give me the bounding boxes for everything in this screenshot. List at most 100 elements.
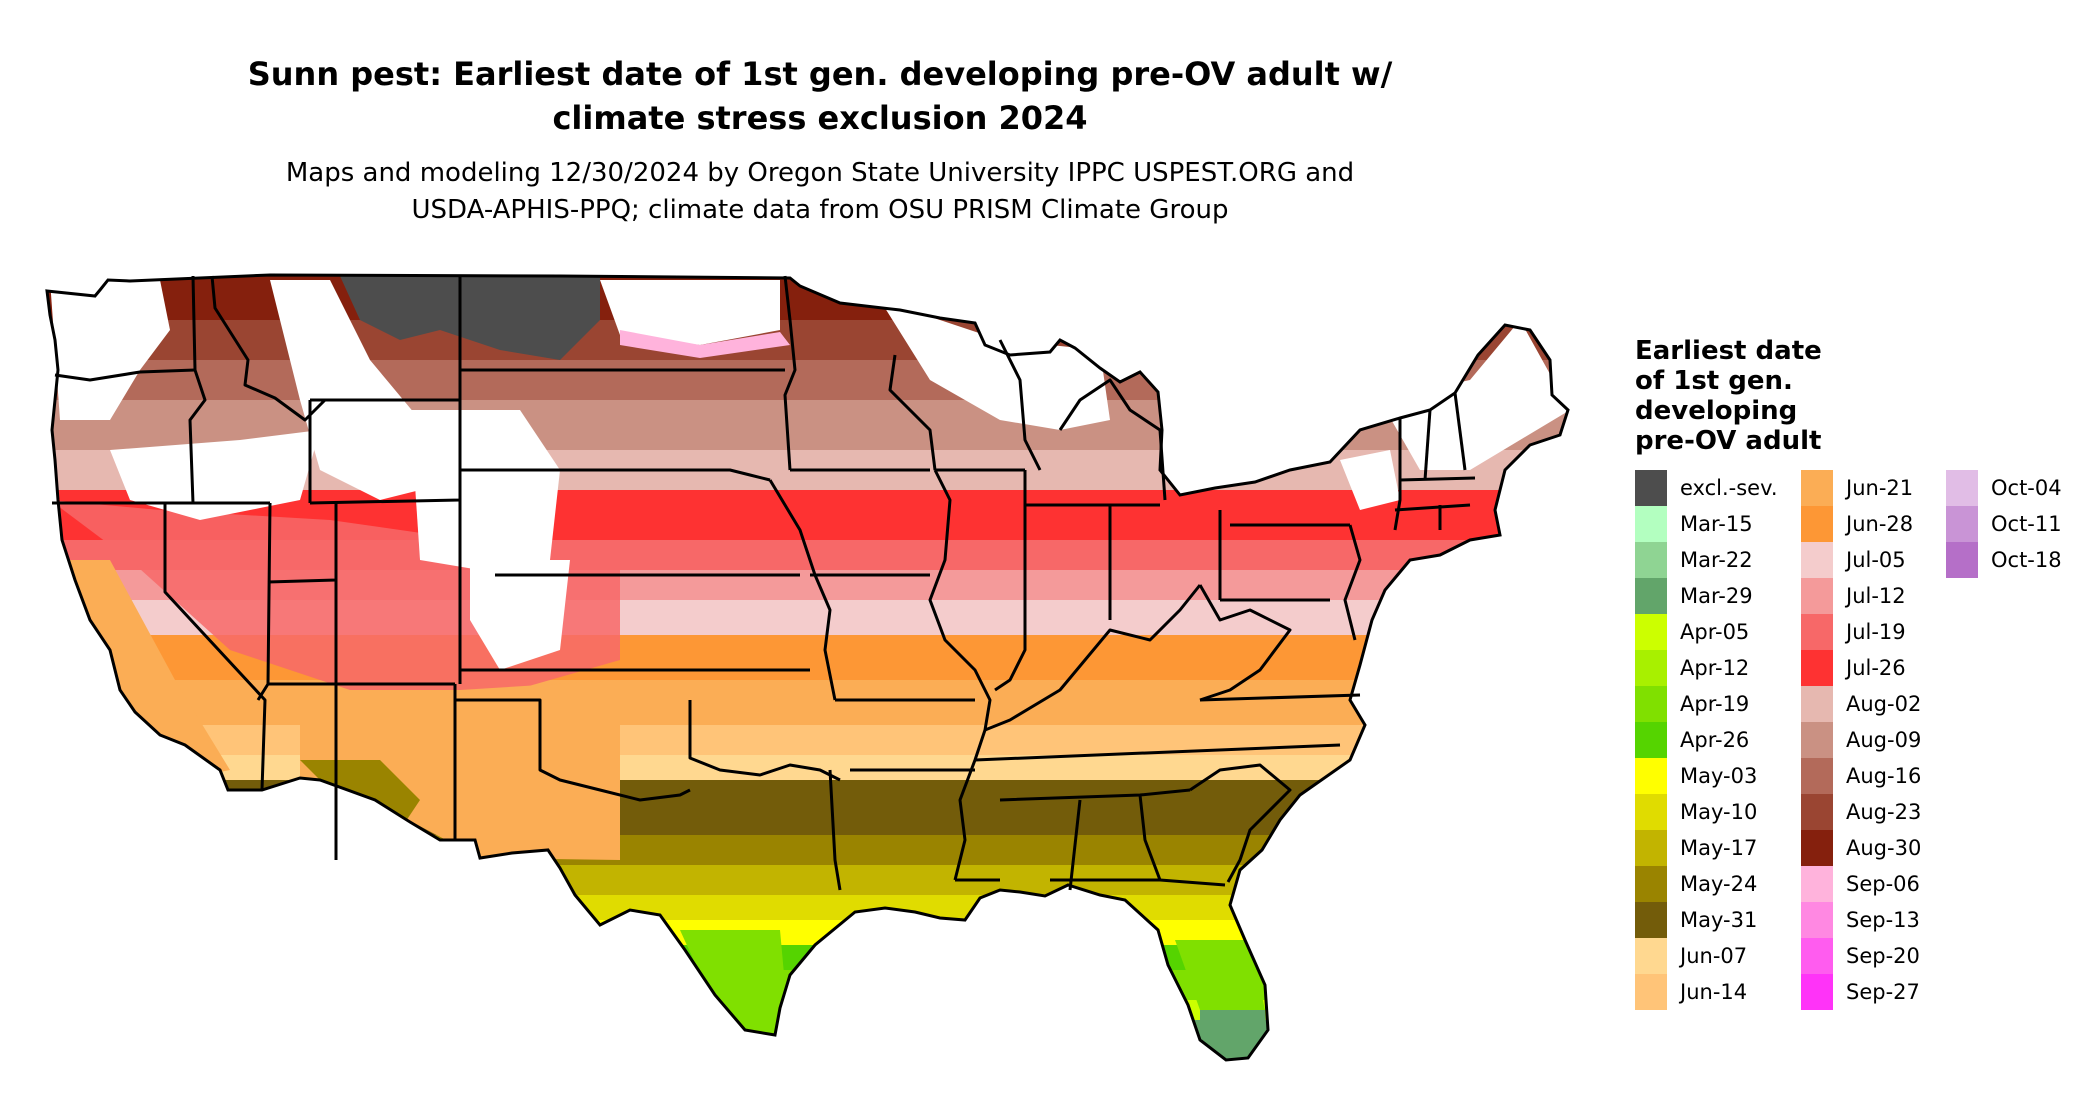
border-id-mt xyxy=(210,275,327,422)
legend-item: May-17 xyxy=(1635,830,1801,866)
legend-label: Sep-06 xyxy=(1846,872,1920,896)
border-wv-va xyxy=(1198,584,1292,702)
legend-swatch xyxy=(1635,614,1667,650)
border-michigan-lake xyxy=(998,339,1042,471)
legend-label: Jul-12 xyxy=(1846,584,1906,608)
legend-item: May-03 xyxy=(1635,758,1801,794)
map-subtitle-line-1: Maps and modeling 12/30/2024 by Oregon S… xyxy=(285,158,1355,188)
band-mar-22 xyxy=(47,1045,1568,1060)
band-may-10 xyxy=(47,895,1568,920)
band-apr-19 xyxy=(47,970,1568,1000)
map-subtitle: Maps and modeling 12/30/2024 by Oregon S… xyxy=(0,155,1640,229)
us-map xyxy=(45,273,1570,1062)
legend-item: Aug-02 xyxy=(1801,686,1946,722)
border-ms-al xyxy=(1068,799,1082,891)
legend-label: Oct-04 xyxy=(1991,476,2062,500)
border-mississippi xyxy=(928,469,992,881)
legend-label: excl.-sev. xyxy=(1680,476,1778,500)
legend-item: Apr-12 xyxy=(1635,650,1801,686)
legend-item: Jul-05 xyxy=(1801,542,1946,578)
legend-item: Oct-04 xyxy=(1946,470,2062,506)
zone-sep-06-fringe xyxy=(620,330,790,358)
legend-swatch xyxy=(1801,614,1833,650)
zone-south-texas-green xyxy=(680,930,790,1040)
legend-label: Apr-26 xyxy=(1680,728,1750,752)
zone-nodata-washington xyxy=(50,280,170,420)
border-sd-ne xyxy=(460,468,771,482)
band-may-24 xyxy=(47,835,1568,865)
zone-nodata-oregon xyxy=(110,430,320,520)
legend-swatch xyxy=(1635,578,1667,614)
border-ga-sc xyxy=(1189,763,1292,883)
legend-swatch xyxy=(1635,902,1667,938)
border-al-ga xyxy=(1138,794,1162,881)
legend-swatch xyxy=(1635,866,1667,902)
legend-label: Aug-23 xyxy=(1846,800,1922,824)
legend-item: Jul-26 xyxy=(1801,650,1946,686)
legend-title-line-1: Earliest date xyxy=(1635,336,1822,366)
border-ca-nv xyxy=(163,503,267,791)
legend-label: Apr-05 xyxy=(1680,620,1750,644)
legend-item: Oct-18 xyxy=(1946,542,2062,578)
border-nc-va xyxy=(1199,693,1361,702)
band-aug-16 xyxy=(47,360,1568,400)
legend-swatch xyxy=(1801,794,1833,830)
legend-label: Sep-27 xyxy=(1846,980,1920,1004)
border-or-id xyxy=(188,369,207,504)
map-title-line-1: Sunn pest: Earliest date of 1st gen. dev… xyxy=(247,55,1393,93)
legend-label: Mar-22 xyxy=(1680,548,1753,572)
legend-swatch xyxy=(1635,650,1667,686)
map-title: Sunn pest: Earliest date of 1st gen. dev… xyxy=(0,52,1640,140)
legend-title: Earliest date of 1st gen. developing pre… xyxy=(1635,336,1895,456)
border-wa-id xyxy=(191,275,197,371)
legend-label: Jun-07 xyxy=(1680,944,1748,968)
legend-item: Apr-05 xyxy=(1635,614,1801,650)
band-jun-14 xyxy=(47,725,1568,755)
legend-swatch xyxy=(1801,686,1833,722)
legend-swatch xyxy=(1946,506,1978,542)
legend-item: Aug-09 xyxy=(1801,722,1946,758)
border-nm-tx xyxy=(440,684,457,842)
legend-item: Mar-29 xyxy=(1635,578,1801,614)
legend-item: Aug-16 xyxy=(1801,758,1946,794)
border-ny-vt xyxy=(1393,418,1402,531)
state-borders xyxy=(52,275,1476,891)
zone-nodata-colorado xyxy=(470,560,570,670)
border-ok-tx-red-river xyxy=(688,700,841,782)
legend-column-3: Oct-04 Oct-11 Oct-18 xyxy=(1946,470,2062,1010)
border-mn-dakotas xyxy=(783,275,797,471)
legend-label: May-17 xyxy=(1680,836,1758,860)
legend-item: Jun-21 xyxy=(1801,470,1946,506)
legend-item: Jul-12 xyxy=(1801,578,1946,614)
legend-label: May-03 xyxy=(1680,764,1758,788)
legend-label: Mar-15 xyxy=(1680,512,1753,536)
legend-label: Sep-20 xyxy=(1846,944,1920,968)
border-ny-nj xyxy=(1343,524,1362,641)
border-ma-north xyxy=(1399,476,1476,482)
zone-florida-green xyxy=(1175,940,1265,1010)
legend-swatch xyxy=(1801,722,1833,758)
legend-swatch xyxy=(1801,578,1833,614)
border-ga-fl xyxy=(1050,878,1226,887)
legend-item: Sep-06 xyxy=(1801,866,1946,902)
legend-item: Mar-15 xyxy=(1635,506,1801,542)
legend-item: May-31 xyxy=(1635,902,1801,938)
border-vt-nh xyxy=(1423,409,1432,481)
legend-item: Sep-20 xyxy=(1801,938,1946,974)
legend-swatch xyxy=(1801,830,1833,866)
legend-item: Oct-11 xyxy=(1946,506,2062,542)
legend-label: Jul-05 xyxy=(1846,548,1906,572)
legend-label: May-24 xyxy=(1680,872,1758,896)
zone-california-valley xyxy=(60,560,230,780)
border-mn-wi xyxy=(888,354,937,471)
legend-label: Oct-11 xyxy=(1991,512,2062,536)
border-ma-south xyxy=(1394,503,1471,512)
legend-swatch xyxy=(1801,866,1833,902)
border-nh-me xyxy=(1453,392,1467,471)
legend-item: Mar-22 xyxy=(1635,542,1801,578)
legend-swatch xyxy=(1801,974,1833,1010)
legend-swatch xyxy=(1801,758,1833,794)
legend-item: excl.-sev. xyxy=(1635,470,1801,506)
legend-item: Aug-30 xyxy=(1801,830,1946,866)
legend-label: Sep-13 xyxy=(1846,908,1920,932)
